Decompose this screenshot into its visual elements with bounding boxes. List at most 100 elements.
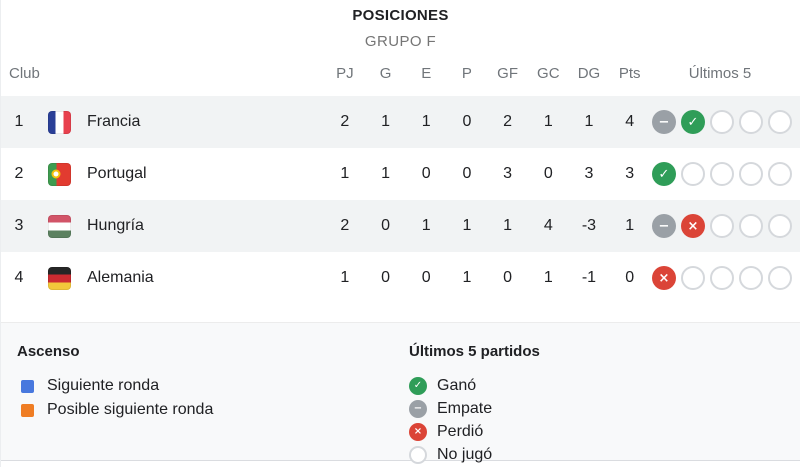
result-none-icon (739, 162, 763, 186)
stat-value-p: 0 (462, 113, 472, 130)
stat-value-pj: 1 (340, 269, 350, 286)
stat-value-gf: 0 (503, 269, 513, 286)
last5-legend-title: Últimos 5 partidos (409, 343, 540, 360)
stat-value-dg: -3 (581, 217, 597, 234)
stat-value-gc: 0 (543, 165, 553, 182)
stat-value-p: 1 (462, 269, 472, 286)
stat-column-header-gf: GF (497, 65, 519, 82)
page-title: POSICIONES (352, 7, 449, 24)
last5-column-header: Últimos 5 (688, 65, 752, 82)
flag-cell (37, 110, 81, 134)
result-win-icon: ✓ (409, 376, 427, 395)
standings-table: 1 Francia 2 1 1 0 2 1 1 4− ✓ 2 Portugal 1 1 0 0 3 0 3 3 ✓ 3 Hun… (1, 96, 800, 304)
legend-item-label: Siguiente ronda (47, 377, 160, 394)
promotion-legend-item: Posible siguiente ronda (17, 398, 409, 422)
rank-number: 3 (14, 217, 24, 234)
legend-panel: Ascenso Siguiente ronda Posible siguiente… (1, 322, 800, 464)
result-draw-icon: − (652, 214, 676, 238)
stat-value-g: 1 (381, 113, 390, 130)
result-none-icon (681, 266, 705, 290)
last5-results: − × (650, 214, 800, 238)
flag-cell (37, 214, 81, 238)
promotion-legend: Ascenso Siguiente ronda Posible siguiente… (17, 343, 409, 460)
stat-value-gc: 1 (543, 113, 553, 130)
result-loss-icon: × (409, 422, 427, 441)
table-row[interactable]: 4 Alemania 1 0 0 1 0 1 -1 0 × (1, 252, 800, 304)
result-none-icon (739, 266, 763, 290)
stat-value-p: 0 (462, 165, 472, 182)
result-loss-icon: × (681, 214, 705, 238)
stat-value-g: 1 (381, 165, 390, 182)
stat-value-gf: 2 (503, 113, 513, 130)
result-none-icon (710, 266, 734, 290)
rank-number: 1 (14, 113, 24, 130)
stat-value-e: 1 (421, 217, 431, 234)
legend-item-label: No jugó (437, 445, 493, 463)
result-none-icon (710, 214, 734, 238)
promotion-legend-items: Siguiente ronda Posible siguiente ronda (17, 374, 409, 422)
legend-item-label: Empate (437, 399, 493, 417)
promotion-legend-title: Ascenso (17, 343, 80, 360)
last5-legend-items: ✓ Ganó − Empate × Perdió No jugó (409, 374, 784, 466)
last5-results: − ✓ (650, 110, 800, 134)
rank-number: 2 (14, 165, 24, 182)
france-flag-icon (47, 110, 71, 134)
result-none-icon (739, 110, 763, 134)
stat-value-dg: -1 (581, 269, 597, 286)
rank-number: 4 (14, 269, 24, 286)
result-none-icon (768, 214, 792, 238)
stat-value-e: 0 (421, 165, 431, 182)
table-row[interactable]: 1 Francia 2 1 1 0 2 1 1 4− ✓ (1, 96, 800, 148)
flag-cell (37, 162, 81, 186)
result-win-icon: ✓ (681, 110, 705, 134)
table-row[interactable]: 3 Hungría 2 0 1 1 1 4 -3 1− × (1, 200, 800, 252)
result-none-icon (739, 214, 763, 238)
stat-value-e: 0 (421, 269, 431, 286)
result-draw-icon: − (409, 399, 427, 418)
portugal-flag-icon (47, 162, 71, 186)
stat-value-e: 1 (421, 113, 431, 130)
last5-legend: Últimos 5 partidos ✓ Ganó − Empate × Perdió No… (409, 343, 784, 464)
stat-value-pts: 4 (625, 113, 635, 130)
result-loss-icon: × (652, 266, 676, 290)
stat-value-pts: 3 (625, 165, 635, 182)
last5-legend-item: ✓ Ganó (409, 374, 784, 397)
stat-value-p: 1 (462, 217, 472, 234)
club-column-header: Club (9, 65, 40, 82)
legend-item-label: Ganó (437, 376, 477, 394)
stat-value-pts: 0 (625, 269, 635, 286)
result-none-icon (768, 162, 792, 186)
club-name: Francia (87, 113, 141, 130)
flag-cell (37, 266, 81, 290)
stat-column-header-gc: GC (537, 65, 560, 82)
stat-value-dg: 1 (584, 113, 594, 130)
last5-results: × (650, 266, 800, 290)
stat-value-gf: 1 (503, 217, 513, 234)
stat-value-gc: 4 (543, 217, 553, 234)
stat-value-dg: 3 (584, 165, 594, 182)
stat-value-pj: 1 (340, 165, 350, 182)
last5-results: ✓ (650, 162, 800, 186)
result-none-icon (710, 162, 734, 186)
legend-item-label: Posible siguiente ronda (47, 401, 214, 418)
germany-flag-icon (47, 266, 71, 290)
result-none-icon (681, 162, 705, 186)
result-none-icon (409, 445, 427, 464)
legend-color-square-icon (21, 379, 34, 393)
stat-column-header-p: P (461, 65, 472, 82)
stat-value-gf: 3 (503, 165, 513, 182)
table-row[interactable]: 2 Portugal 1 1 0 0 3 0 3 3 ✓ (1, 148, 800, 200)
result-draw-icon: − (652, 110, 676, 134)
hungary-flag-icon (47, 214, 71, 238)
stat-value-pts: 1 (625, 217, 635, 234)
stat-column-header-g: G (379, 65, 392, 82)
stat-value-gc: 1 (543, 269, 553, 286)
last5-legend-item: No jugó (409, 443, 784, 466)
result-none-icon (768, 266, 792, 290)
stat-column-header-pj: PJ (336, 65, 354, 82)
result-none-icon (768, 110, 792, 134)
promotion-legend-item: Siguiente ronda (17, 374, 409, 398)
stat-value-g: 0 (381, 269, 390, 286)
stat-column-header-dg: DG (577, 65, 601, 82)
